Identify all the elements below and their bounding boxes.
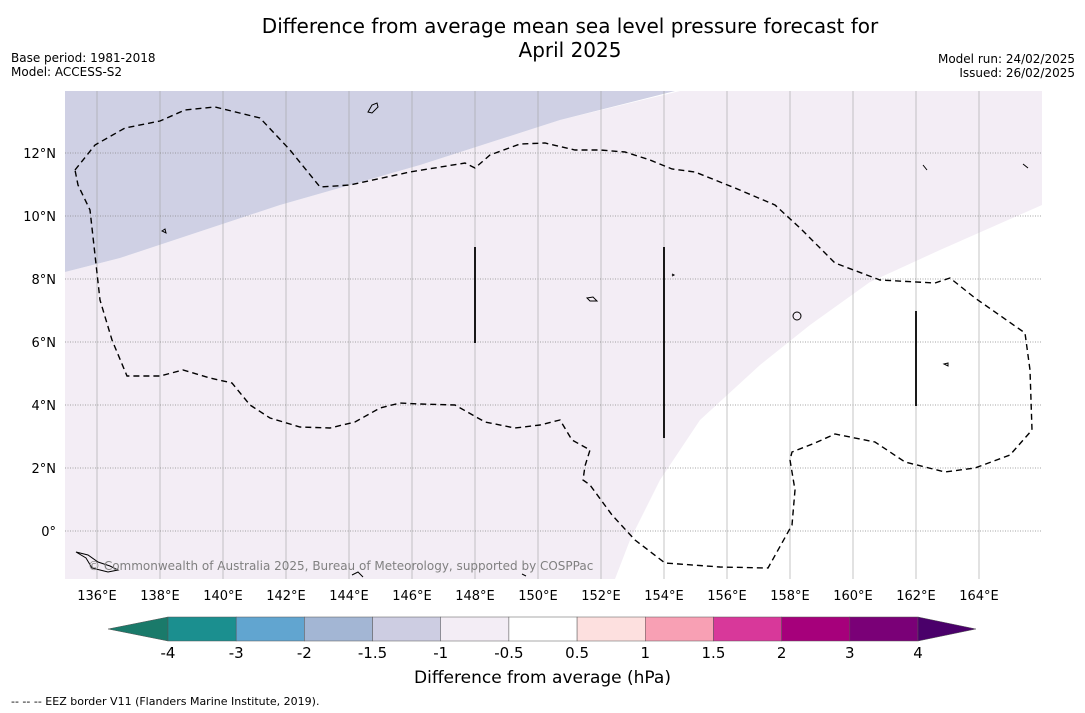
model-run: Model run: 24/02/2025 xyxy=(937,52,1075,66)
lon-labels: 136°E 138°E 140°E 142°E 144°E 146°E 148°… xyxy=(77,589,999,604)
colorbar-segments xyxy=(167,616,919,642)
copyright-text: © Commonwealth of Australia 2025, Bureau… xyxy=(88,559,593,573)
colorbar-segment xyxy=(235,616,305,642)
boundary-lines xyxy=(474,247,917,438)
colorbar-title: Difference from average (hPa) xyxy=(414,668,671,688)
colorbar-tick-label: 1.5 xyxy=(702,644,726,662)
colorbar-tick-label: -1 xyxy=(433,644,448,662)
colorbar-tick-label: 1 xyxy=(640,644,650,662)
lat-label-6n: 6°N xyxy=(32,336,57,351)
lon-label-158e: 158°E xyxy=(770,589,810,604)
lat-label-12n: 12°N xyxy=(23,147,56,162)
colorbar-segment xyxy=(167,616,237,642)
lon-label-148e: 148°E xyxy=(455,589,495,604)
lon-label-146e: 146°E xyxy=(392,589,432,604)
colorbar-segment xyxy=(713,616,782,642)
colorbar-segment xyxy=(508,616,578,642)
title-line-2: April 2025 xyxy=(518,38,622,62)
colorbar-extend-high xyxy=(917,616,977,642)
issued-date: Issued: 26/02/2025 xyxy=(959,66,1075,80)
colorbar-extend-low xyxy=(107,616,169,642)
lon-label-160e: 160°E xyxy=(833,589,873,604)
lon-label-152e: 152°E xyxy=(581,589,621,604)
lon-label-164e: 164°E xyxy=(959,589,999,604)
lat-label-10n: 10°N xyxy=(23,210,56,225)
map-title: Difference from average mean sea level p… xyxy=(0,14,1085,62)
colorbar-tick-label: 2 xyxy=(777,644,787,662)
colorbar-tick-label: -0.5 xyxy=(494,644,523,662)
map-area: © Commonwealth of Australia 2025, Bureau… xyxy=(65,91,1042,579)
grid-vertical xyxy=(96,91,980,579)
footnote: -- -- -- EEZ border V11 (Flanders Marine… xyxy=(11,695,320,708)
lon-label-140e: 140°E xyxy=(203,589,243,604)
colorbar-segment xyxy=(849,616,919,642)
lon-label-162e: 162°E xyxy=(896,589,936,604)
colorbar-tick-label: 4 xyxy=(913,644,923,662)
colorbar-segment xyxy=(645,616,714,642)
colorbar-segment xyxy=(304,616,373,642)
colorbar-segment xyxy=(372,616,441,642)
colorbar-tick-label: 3 xyxy=(845,644,855,662)
lat-label-4n: 4°N xyxy=(32,399,57,414)
colorbar-tick-label: -3 xyxy=(229,644,244,662)
lat-labels: 12°N 10°N 8°N 6°N 4°N 2°N 0° xyxy=(23,147,56,540)
shading-band-blue xyxy=(65,91,675,272)
colorbar-tick-label: -4 xyxy=(161,644,176,662)
colorbar-tick-label: -2 xyxy=(297,644,312,662)
title-line-1: Difference from average mean sea level p… xyxy=(261,14,879,38)
lon-label-138e: 138°E xyxy=(140,589,180,604)
grid-horizontal xyxy=(65,152,1042,532)
eez-border xyxy=(74,106,1033,569)
colorbar: -4 -3 -2 -1.5 -1 -0.5 0.5 1 1.5 2 3 4 xyxy=(107,616,977,662)
islands xyxy=(75,102,1029,578)
colorbar-segment xyxy=(440,616,510,642)
lat-label-2n: 2°N xyxy=(32,462,57,477)
meta-left: Base period: 1981-2018 Model: ACCESS-S2 xyxy=(11,51,156,79)
shading-band-light xyxy=(65,91,1042,579)
colorbar-tick-labels: -4 -3 -2 -1.5 -1 -0.5 0.5 1 1.5 2 3 4 xyxy=(161,644,923,662)
lon-label-136e: 136°E xyxy=(77,589,117,604)
base-period: Base period: 1981-2018 xyxy=(11,51,156,65)
lon-label-154e: 154°E xyxy=(644,589,684,604)
lon-label-142e: 142°E xyxy=(266,589,306,604)
lon-label-144e: 144°E xyxy=(329,589,369,604)
lon-label-150e: 150°E xyxy=(518,589,558,604)
model-name: Model: ACCESS-S2 xyxy=(11,65,123,79)
lat-label-8n: 8°N xyxy=(32,273,57,288)
colorbar-tick-label: -1.5 xyxy=(358,644,387,662)
lat-label-0: 0° xyxy=(41,525,56,540)
colorbar-tick-label: 0.5 xyxy=(565,644,589,662)
colorbar-segment xyxy=(576,616,646,642)
meta-right: Model run: 24/02/2025 Issued: 26/02/2025 xyxy=(938,52,1075,80)
lon-label-156e: 156°E xyxy=(707,589,747,604)
colorbar-segment xyxy=(781,616,851,642)
